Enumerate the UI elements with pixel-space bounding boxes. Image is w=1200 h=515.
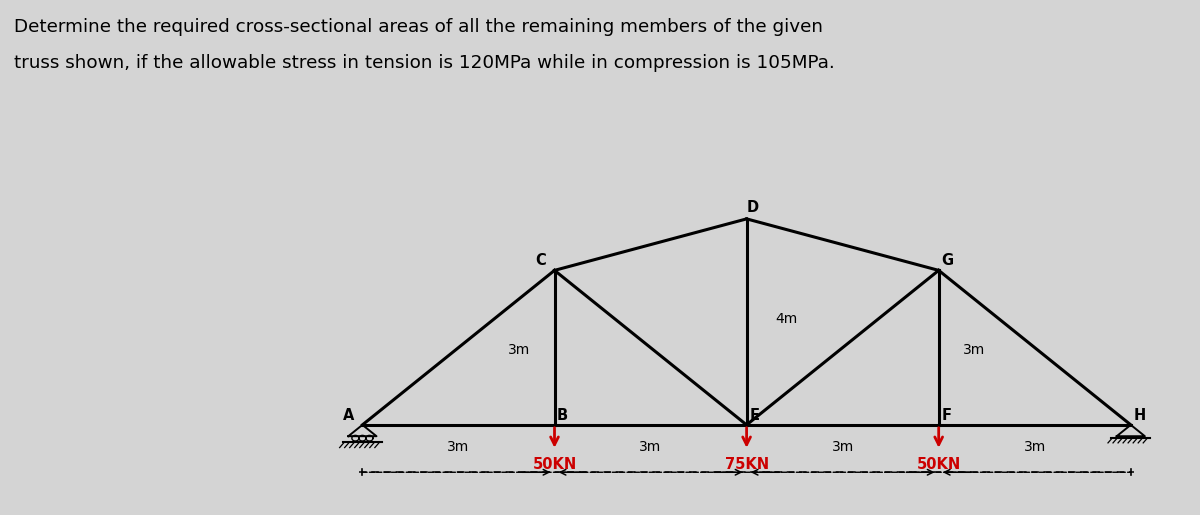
Text: truss shown, if the allowable stress in tension is 120MPa while in compression i: truss shown, if the allowable stress in … (14, 54, 835, 72)
Text: E: E (749, 408, 760, 423)
Text: 3m: 3m (962, 343, 985, 357)
Text: 3m: 3m (448, 439, 469, 454)
Text: 4m: 4m (775, 312, 798, 327)
Text: G: G (942, 253, 954, 268)
Text: Determine the required cross-sectional areas of all the remaining members of the: Determine the required cross-sectional a… (14, 18, 823, 36)
Text: 50KN: 50KN (917, 457, 961, 472)
Text: 3m: 3m (832, 439, 853, 454)
Text: 50KN: 50KN (533, 457, 577, 472)
Text: 3m: 3m (640, 439, 661, 454)
Text: B: B (557, 408, 568, 423)
Text: H: H (1134, 408, 1146, 423)
Text: 3m: 3m (508, 343, 530, 357)
Text: D: D (746, 200, 760, 215)
Text: 75KN: 75KN (725, 457, 769, 472)
Text: 3m: 3m (1024, 439, 1046, 454)
Text: A: A (343, 408, 354, 423)
Text: F: F (941, 408, 952, 423)
Text: C: C (535, 253, 546, 268)
